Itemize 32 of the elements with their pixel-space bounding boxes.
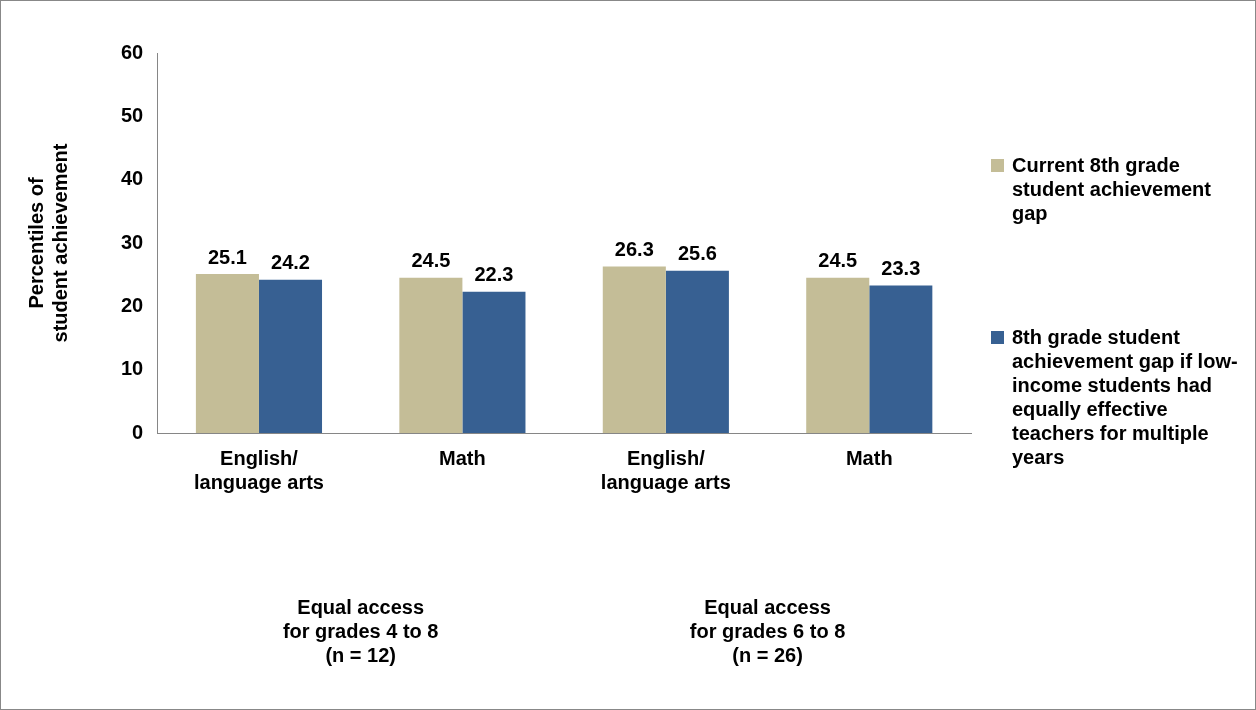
y-tick-label: 50 <box>121 103 144 126</box>
x-tick-label: English/ language arts <box>600 446 731 493</box>
data-label: 26.3 <box>614 237 654 260</box>
y-axis-title: Percentiles of student achievement <box>24 143 71 343</box>
bar <box>195 274 259 433</box>
bar <box>869 285 933 433</box>
y-tick-label: 20 <box>121 293 144 316</box>
x-tick-label: Math <box>845 446 893 469</box>
bar <box>462 291 526 433</box>
bar <box>806 277 870 433</box>
x-tick-label: Math <box>439 446 486 469</box>
legend-label: Current 8th grade student achievement gap <box>1012 153 1212 225</box>
data-label: 24.5 <box>818 249 858 272</box>
data-label: 24.2 <box>271 251 310 274</box>
data-label: 24.5 <box>411 249 451 272</box>
bar <box>665 270 729 433</box>
y-tick-label: 0 <box>132 420 144 443</box>
data-label: 25.1 <box>207 245 247 268</box>
data-label: 23.3 <box>881 256 921 279</box>
bar <box>258 279 323 433</box>
data-label: 25.6 <box>677 242 717 265</box>
x-tick-label: English/ language arts <box>193 446 324 493</box>
data-label: 22.3 <box>474 263 514 286</box>
text: Equal access for grades 4 to 8 (n = 12) <box>282 595 439 666</box>
y-tick-label: 30 <box>121 230 144 253</box>
y-tick-label: 40 <box>121 167 144 190</box>
bar <box>602 266 666 433</box>
y-tick-label: 10 <box>121 357 144 380</box>
text: Equal access for grades 6 to 8 (n = 26) <box>689 595 846 666</box>
y-tick-label: 60 <box>121 40 144 63</box>
legend-label: 8th grade student achievement gap if low-income students had equally effective teachers for multiple years <box>1012 325 1239 469</box>
bar <box>399 277 463 433</box>
